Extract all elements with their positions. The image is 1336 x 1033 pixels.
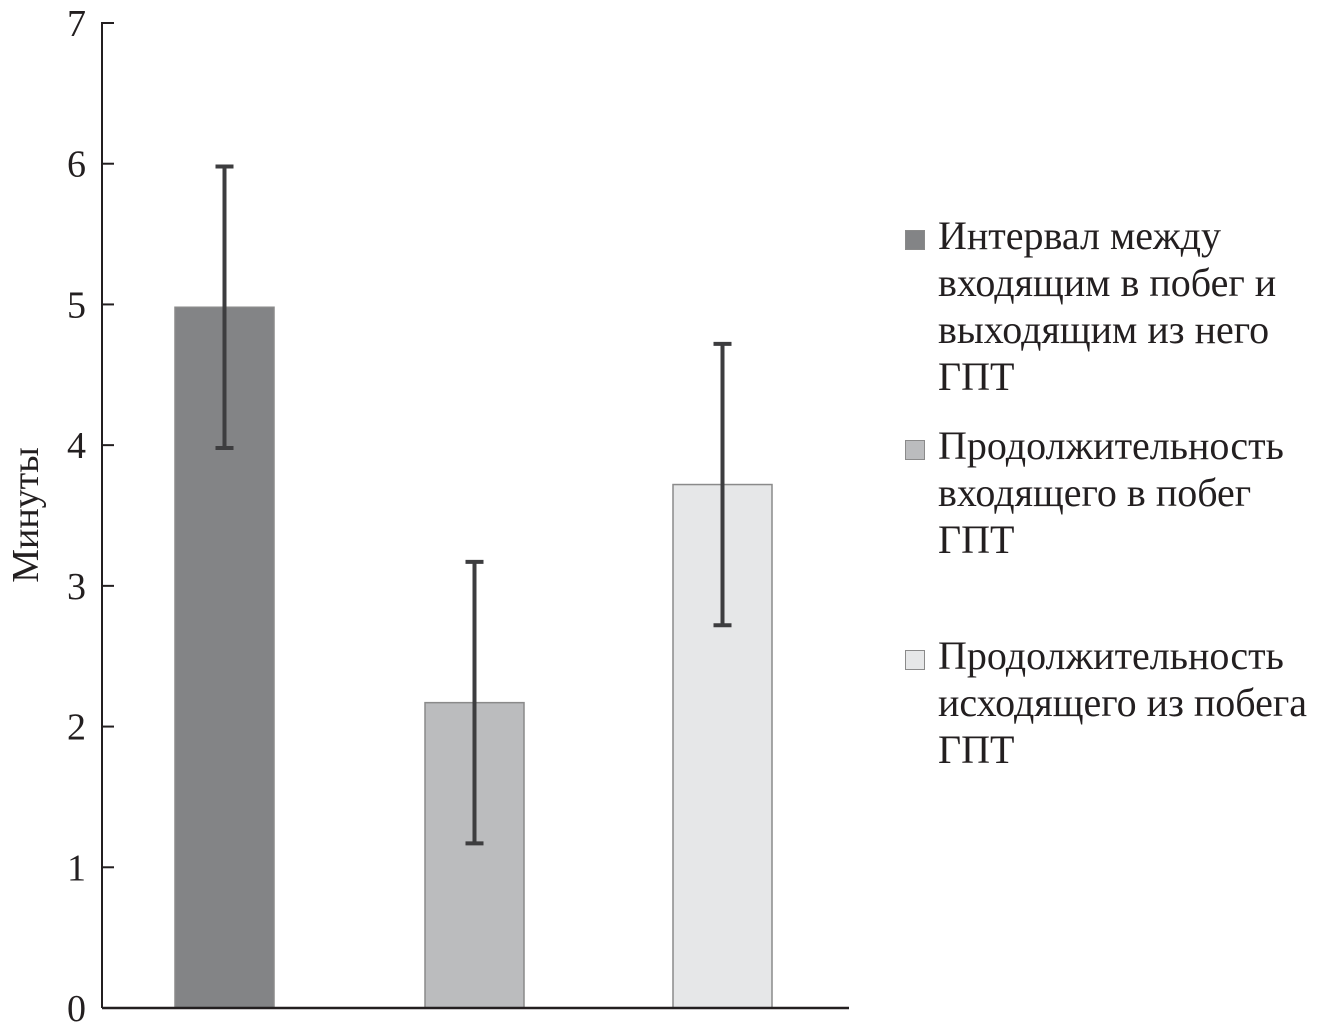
y-tick-label: 7 <box>67 3 86 45</box>
legend-swatch-medium <box>905 440 925 460</box>
y-tick-label: 1 <box>67 847 86 889</box>
y-axis-label: Минуты <box>5 447 47 583</box>
error-bar-2 <box>465 559 484 846</box>
legend-line: ГПТ <box>938 517 1015 562</box>
y-tick-label: 0 <box>67 988 86 1030</box>
y-tick-label: 4 <box>67 425 86 467</box>
legend-line: Продолжительность <box>938 633 1284 678</box>
legend-line: ГПТ <box>938 727 1015 772</box>
legend-swatch-light <box>905 650 925 670</box>
legend-line: выходящим из него <box>938 307 1270 352</box>
y-tick-label: 3 <box>67 566 86 608</box>
y-tick-label: 2 <box>67 707 86 749</box>
legend-line: исходящего из побега <box>938 680 1308 725</box>
legend-line: Продолжительность <box>938 423 1284 468</box>
legend-line: ГПТ <box>938 354 1015 399</box>
legend-line: входящим в побег и <box>938 260 1277 305</box>
legend-line: входящего в побег <box>938 470 1252 515</box>
error-bar-1 <box>215 164 234 450</box>
error-bar-3 <box>713 341 732 628</box>
y-tick-label: 5 <box>67 284 86 326</box>
legend-swatch-dark <box>905 230 925 250</box>
y-tick-label: 6 <box>67 144 86 186</box>
legend-line: Интервал между <box>938 213 1222 258</box>
